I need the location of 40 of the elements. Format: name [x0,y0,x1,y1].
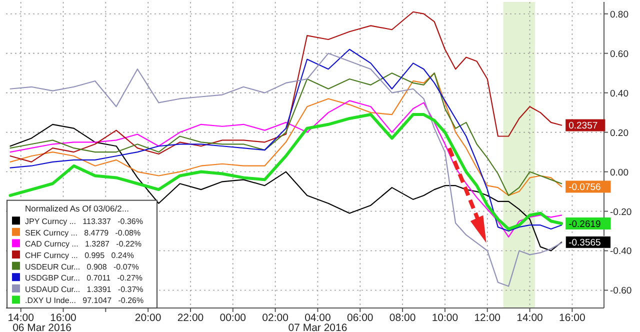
x-tick-label: 08:00 [389,312,416,324]
x-tick-label: 16:00 [559,312,586,324]
legend-label: USDGBP Cur... 0.7011 -0.27% [25,274,143,283]
y-tick-label: 0.40 [610,88,628,100]
x-tick-label: 04:00 [304,312,332,324]
x-tick-label: 14:00 [516,312,544,324]
legend-label: CAD Curncy ... 1.3287 -0.22% [25,240,142,249]
line-series [10,124,562,252]
data-label: -0.2619 [568,218,601,230]
data-label: 0.2357 [568,120,598,132]
y-tick-label: -0.40 [610,246,632,258]
x-tick-label: 06:00 [346,312,374,324]
line-series [10,11,562,162]
line-series [10,72,562,196]
y-tick-label: 0.20 [610,128,628,139]
x-tick-label: 16:00 [50,312,77,324]
data-label: -0.3565 [568,238,601,249]
legend-label: USDEUR Cur... 0.908 -0.07% [25,262,139,272]
x-tick-label: 02:00 [262,312,289,324]
text: 06 Mar 2016 [12,322,72,332]
legend-label: JPY Curncy ... 113.337 -0.36% [25,217,143,226]
legend-title: Normalized As Of 03/06/2... [25,203,129,214]
legend-label: SEK Curncy ... 8.4779 -0.08% [25,228,141,238]
line-series [10,52,562,287]
y-tick-label: 0.00 [610,167,628,178]
y-tick-label: -0.60 [610,286,632,297]
x-tick-label: 00:00 [220,312,246,324]
legend-label: CHF Curncy ... 0.995 0.24% [25,251,134,260]
legend-label: USDAUD Cur... 1.3391 -0.37% [25,284,144,294]
text: 07 Mar 2016 [288,322,348,332]
legend-label: .DXY U Inde... 97.1047 -0.26% [25,296,144,306]
y-tick-label: -0.20 [610,206,632,218]
y-tick-label: 0.60 [610,48,628,60]
y-tick-label: 0.80 [610,9,628,20]
x-tick-label: 14:00 [8,312,34,324]
x-tick-label: 12:00 [474,312,501,324]
x-tick-label: 20:00 [134,312,162,324]
data-label: -0.0756 [568,182,601,194]
x-tick-label: 10:00 [432,312,458,324]
x-tick-label: 22:00 [177,312,204,324]
